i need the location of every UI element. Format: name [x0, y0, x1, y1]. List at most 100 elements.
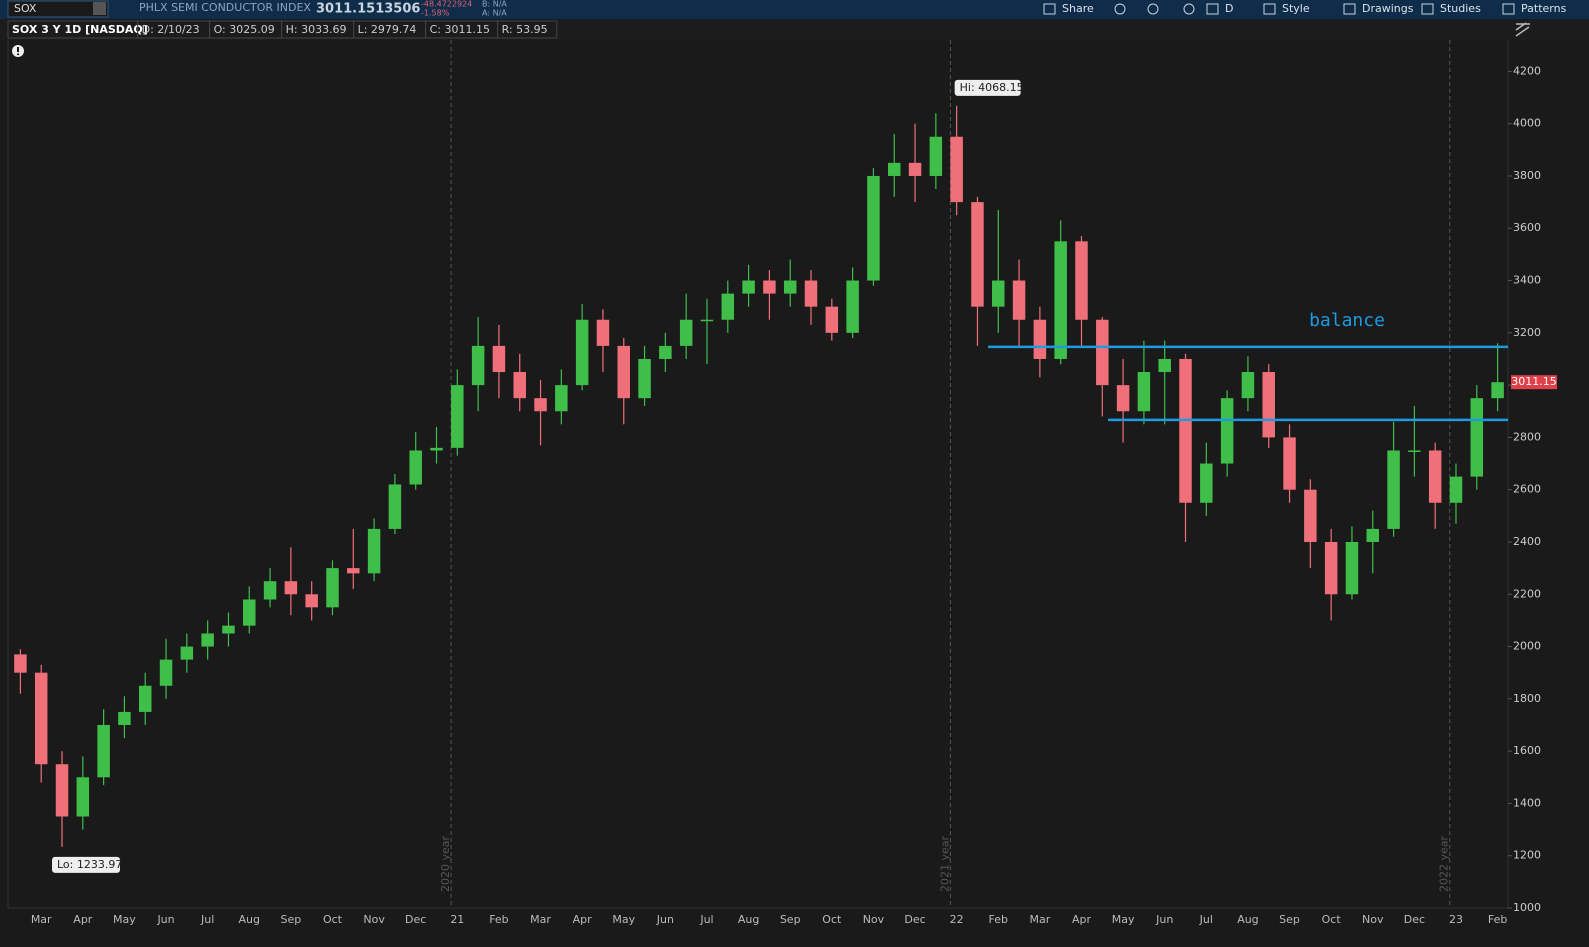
high-label: Hi: 4068.15: [960, 81, 1024, 94]
y-tick-label: 1400: [1513, 796, 1541, 809]
low-label-box: [52, 856, 121, 873]
candle-body: [471, 345, 485, 386]
candle-body: [929, 136, 943, 176]
candle-body: [617, 345, 631, 399]
symbol-box[interactable]: [7, 0, 109, 18]
info-item: R: 53.95: [502, 23, 548, 36]
toolbar-button[interactable]: Drawings: [1362, 2, 1414, 15]
info-items: SOX 3 Y 1D [NASDAQ]D: 2/10/23 O: 3025.09 H…: [7, 20, 558, 39]
candle-body: [409, 450, 422, 485]
candle-body: [1491, 382, 1504, 399]
info-item: L: 2979.74: [358, 23, 417, 36]
candle-body: [1033, 319, 1047, 359]
toolbar-button[interactable]: Style: [1282, 2, 1310, 15]
info-bar: [0, 19, 1589, 40]
toolbar-icon[interactable]: [1147, 3, 1159, 15]
info-item: H: 3033.69: [286, 23, 347, 36]
x-tick-label: May: [1112, 913, 1135, 926]
candle-body: [76, 777, 90, 817]
candle-body: [1241, 372, 1255, 399]
low-label: Lo: 1233.97: [57, 858, 122, 871]
toolbar-icon[interactable]: [1114, 3, 1126, 15]
toolbar-button[interactable]: D: [1225, 2, 1233, 15]
bid: B: N/A: [482, 0, 507, 9]
candle-body: [1428, 450, 1442, 503]
info-box: [497, 20, 558, 39]
y-tick-label: 3200: [1513, 326, 1541, 339]
candle-body: [222, 625, 235, 634]
y-tick-label: 3800: [1513, 169, 1541, 182]
last-price-tag: [1511, 375, 1557, 390]
year-marker-label: 2020 year: [439, 835, 452, 892]
candle-body: [1366, 528, 1380, 542]
x-tick-label: Nov: [363, 913, 385, 926]
x-tick-label: Sep: [281, 913, 302, 926]
x-tick-label: Feb: [989, 913, 1008, 926]
candle-body: [284, 581, 298, 595]
toolbar-button-icon[interactable]: [1343, 3, 1356, 15]
x-tick-label: Feb: [489, 913, 508, 926]
candle-body: [700, 319, 714, 322]
x-tick-label: Jul: [1199, 913, 1213, 926]
y-tick-label: 2400: [1513, 535, 1541, 548]
toolbar-icon[interactable]: [1183, 3, 1195, 15]
candle-body: [1200, 463, 1213, 503]
toolbar-button-icon[interactable]: [1043, 3, 1056, 15]
alert-dot: [17, 53, 19, 56]
annotation: balance: [1309, 310, 1385, 331]
candle-body: [638, 358, 651, 399]
candle-body: [867, 175, 880, 281]
y-tick-label: 2800: [1513, 430, 1541, 443]
toolbar-buttons: Share D Style Drawings Studies Patterns: [1043, 2, 1567, 15]
x-tick-label: 21: [450, 913, 464, 926]
candle-body: [97, 724, 110, 778]
candle-body: [492, 345, 506, 373]
x-tick-label: Apr: [573, 913, 593, 926]
toolbar-button[interactable]: Studies: [1440, 2, 1481, 15]
candle-body: [1179, 358, 1192, 503]
toolbar-button[interactable]: Patterns: [1521, 2, 1567, 15]
candle-body: [596, 319, 610, 346]
candle-body: [555, 385, 568, 412]
toolbar-button-icon[interactable]: [1502, 3, 1515, 15]
candle-body: [971, 202, 984, 307]
candle-body: [742, 280, 755, 294]
ask: A: N/A: [482, 9, 507, 18]
x-tick-label: Oct: [822, 913, 842, 926]
candle-body: [138, 685, 152, 712]
candle-body: [201, 633, 214, 647]
info-item: C: 3011.15: [430, 23, 490, 36]
y-tick-label: 1600: [1513, 744, 1541, 757]
y-tick-label: 2600: [1513, 483, 1541, 496]
x-tick-label: Jun: [1155, 913, 1173, 926]
candle-body: [305, 594, 318, 608]
y-tick-label: 4000: [1513, 117, 1541, 130]
toolbar-button-icon[interactable]: [1206, 3, 1219, 15]
x-tick-label: Dec: [1404, 913, 1425, 926]
alert-mark: [17, 47, 19, 52]
candle-body: [1345, 541, 1359, 595]
candle-body: [159, 659, 173, 686]
toolbar-button[interactable]: Share: [1062, 2, 1094, 15]
x-tick-label: Apr: [73, 913, 93, 926]
x-tick-label: Oct: [1322, 913, 1342, 926]
dropdown[interactable]: [93, 2, 106, 15]
x-tick-label: 23: [1449, 913, 1463, 926]
expand-icon[interactable]: [1515, 22, 1530, 37]
candle-body: [721, 293, 735, 320]
candle-body: [679, 319, 693, 346]
y-tick-label: 1200: [1513, 849, 1541, 862]
candle-body: [1324, 541, 1338, 595]
info-item: O: 3025.09: [214, 23, 275, 36]
symbol: SOX: [14, 2, 37, 15]
candle-body: [347, 568, 360, 574]
toolbar-button-icon[interactable]: [1421, 3, 1434, 15]
candle-body: [1449, 476, 1463, 503]
x-tick-label: Oct: [323, 913, 343, 926]
x-tick-label: Jul: [200, 913, 214, 926]
candle-body: [1012, 280, 1026, 320]
x-tick-label: Mar: [31, 913, 52, 926]
candle-body: [1283, 437, 1296, 490]
year-marker-label: 2021 year: [938, 835, 951, 892]
toolbar-button-icon[interactable]: [1263, 3, 1276, 15]
